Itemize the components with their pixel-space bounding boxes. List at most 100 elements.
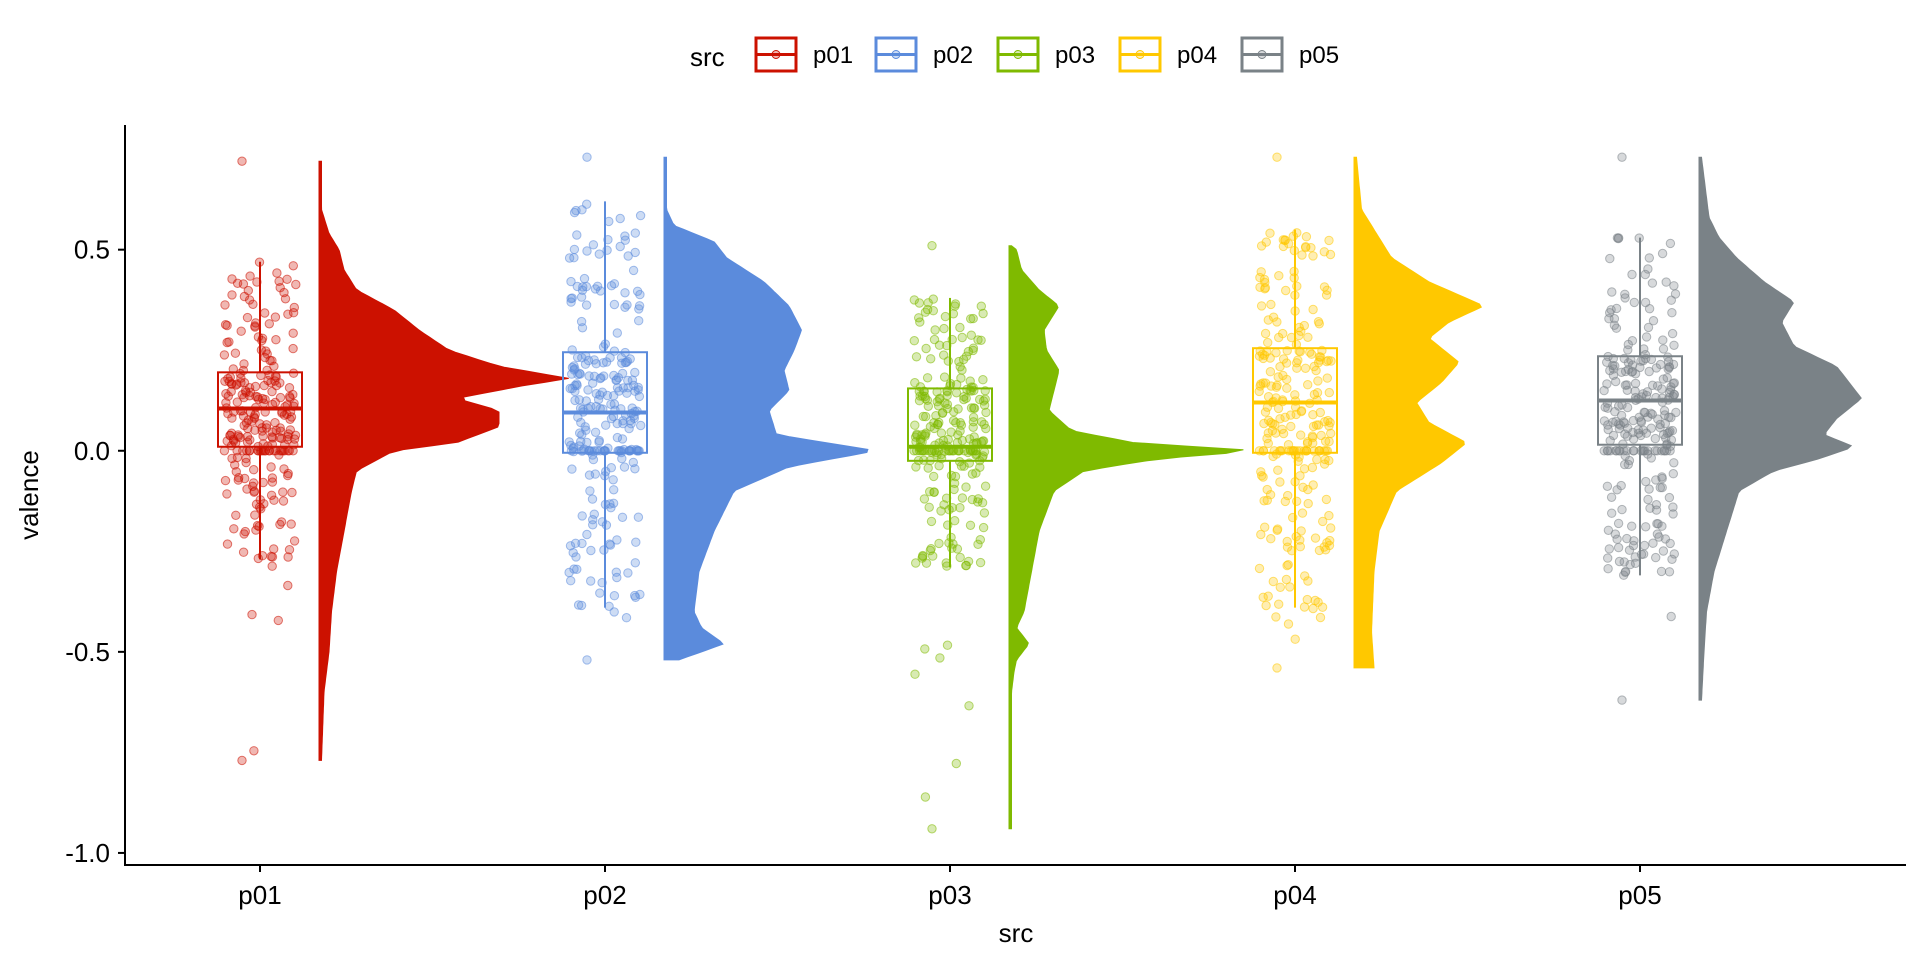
data-point (621, 613, 632, 623)
data-point (241, 453, 251, 464)
data-point (573, 600, 584, 610)
data-point (283, 552, 293, 562)
data-point (566, 276, 576, 287)
data-point (973, 539, 983, 549)
data-point (1268, 419, 1278, 429)
data-point (634, 301, 645, 311)
data-point (227, 290, 237, 300)
data-point (585, 486, 595, 496)
data-point (1313, 317, 1324, 327)
data-point (1640, 269, 1651, 280)
data-point (1266, 381, 1276, 391)
data-point (587, 494, 598, 504)
boxplot-p02 (562, 201, 648, 608)
y-axis-title: valence (14, 450, 44, 540)
box-iqr (1252, 347, 1338, 454)
data-point (1273, 465, 1283, 475)
legend-label: p05 (1299, 42, 1339, 69)
data-point (286, 412, 297, 422)
data-point (1299, 602, 1310, 612)
data-point (261, 420, 272, 430)
y-ticks: 0.5 0.0 -0.5 -1.0 (65, 235, 125, 868)
data-point (619, 462, 630, 472)
data-point (1666, 412, 1676, 423)
data-point (975, 394, 985, 405)
data-point (1620, 293, 1630, 303)
data-point (1645, 503, 1655, 513)
data-point (598, 342, 609, 352)
data-point (923, 463, 933, 473)
data-point (1665, 441, 1676, 451)
data-point (940, 398, 950, 408)
boxplot-p05 (1597, 237, 1683, 576)
plot-area (217, 152, 1862, 834)
data-point (1324, 436, 1334, 447)
data-point (623, 251, 633, 261)
data-point (1599, 385, 1609, 396)
data-point (630, 558, 640, 568)
data-point (1641, 522, 1651, 532)
x-tick-label: p03 (928, 880, 971, 910)
data-point (975, 557, 986, 568)
data-point (930, 325, 940, 335)
data-point (928, 294, 938, 304)
legend-key-point (891, 50, 901, 59)
data-point (1603, 553, 1613, 563)
data-point (249, 465, 259, 475)
data-point (598, 358, 608, 368)
data-point (247, 609, 257, 620)
density-cloud-p04 (1353, 156, 1483, 669)
data-point (1616, 410, 1627, 421)
data-point (1650, 433, 1661, 444)
data-point (1283, 560, 1293, 570)
data-point (291, 279, 301, 290)
legend-label: p03 (1055, 42, 1095, 69)
data-point (968, 313, 978, 324)
data-point (579, 273, 590, 284)
data-point (1608, 430, 1619, 441)
x-tick-label: p01 (238, 880, 281, 910)
data-point (630, 464, 640, 474)
data-point (1301, 242, 1311, 253)
data-point (605, 499, 615, 509)
data-point (963, 556, 974, 567)
data-point (601, 357, 612, 367)
data-point (1297, 508, 1308, 518)
data-point (239, 529, 249, 539)
data-point (1262, 495, 1273, 505)
data-point (1660, 418, 1671, 429)
data-point (967, 469, 978, 479)
data-point (226, 441, 237, 451)
data-point (1325, 249, 1336, 260)
data-point (1623, 339, 1634, 350)
data-point (1326, 523, 1336, 533)
data-point (1639, 540, 1650, 551)
data-point (577, 446, 587, 456)
data-point (222, 539, 233, 549)
data-point (1325, 417, 1335, 428)
data-point (924, 502, 934, 512)
data-point (608, 475, 618, 485)
data-point (270, 312, 281, 322)
data-point (1256, 529, 1266, 540)
data-point (1661, 277, 1671, 287)
data-point (617, 512, 628, 522)
data-point (1630, 378, 1641, 389)
x-tick-label: p05 (1618, 880, 1661, 910)
data-point (1667, 554, 1677, 564)
data-point (1268, 576, 1279, 587)
data-point (1607, 508, 1617, 518)
data-point (1254, 563, 1265, 574)
data-point (1263, 438, 1274, 449)
data-point (1641, 428, 1652, 438)
data-point (623, 383, 633, 393)
data-point (953, 404, 963, 414)
data-point (920, 307, 931, 317)
data-point (220, 376, 230, 386)
x-tick-label: p04 (1273, 880, 1316, 910)
legend: src p01 p02 p03 p04 p05 (690, 36, 1339, 73)
data-point (1324, 540, 1335, 551)
data-point (248, 478, 259, 488)
data-point (1651, 475, 1661, 485)
data-point (1646, 408, 1656, 418)
